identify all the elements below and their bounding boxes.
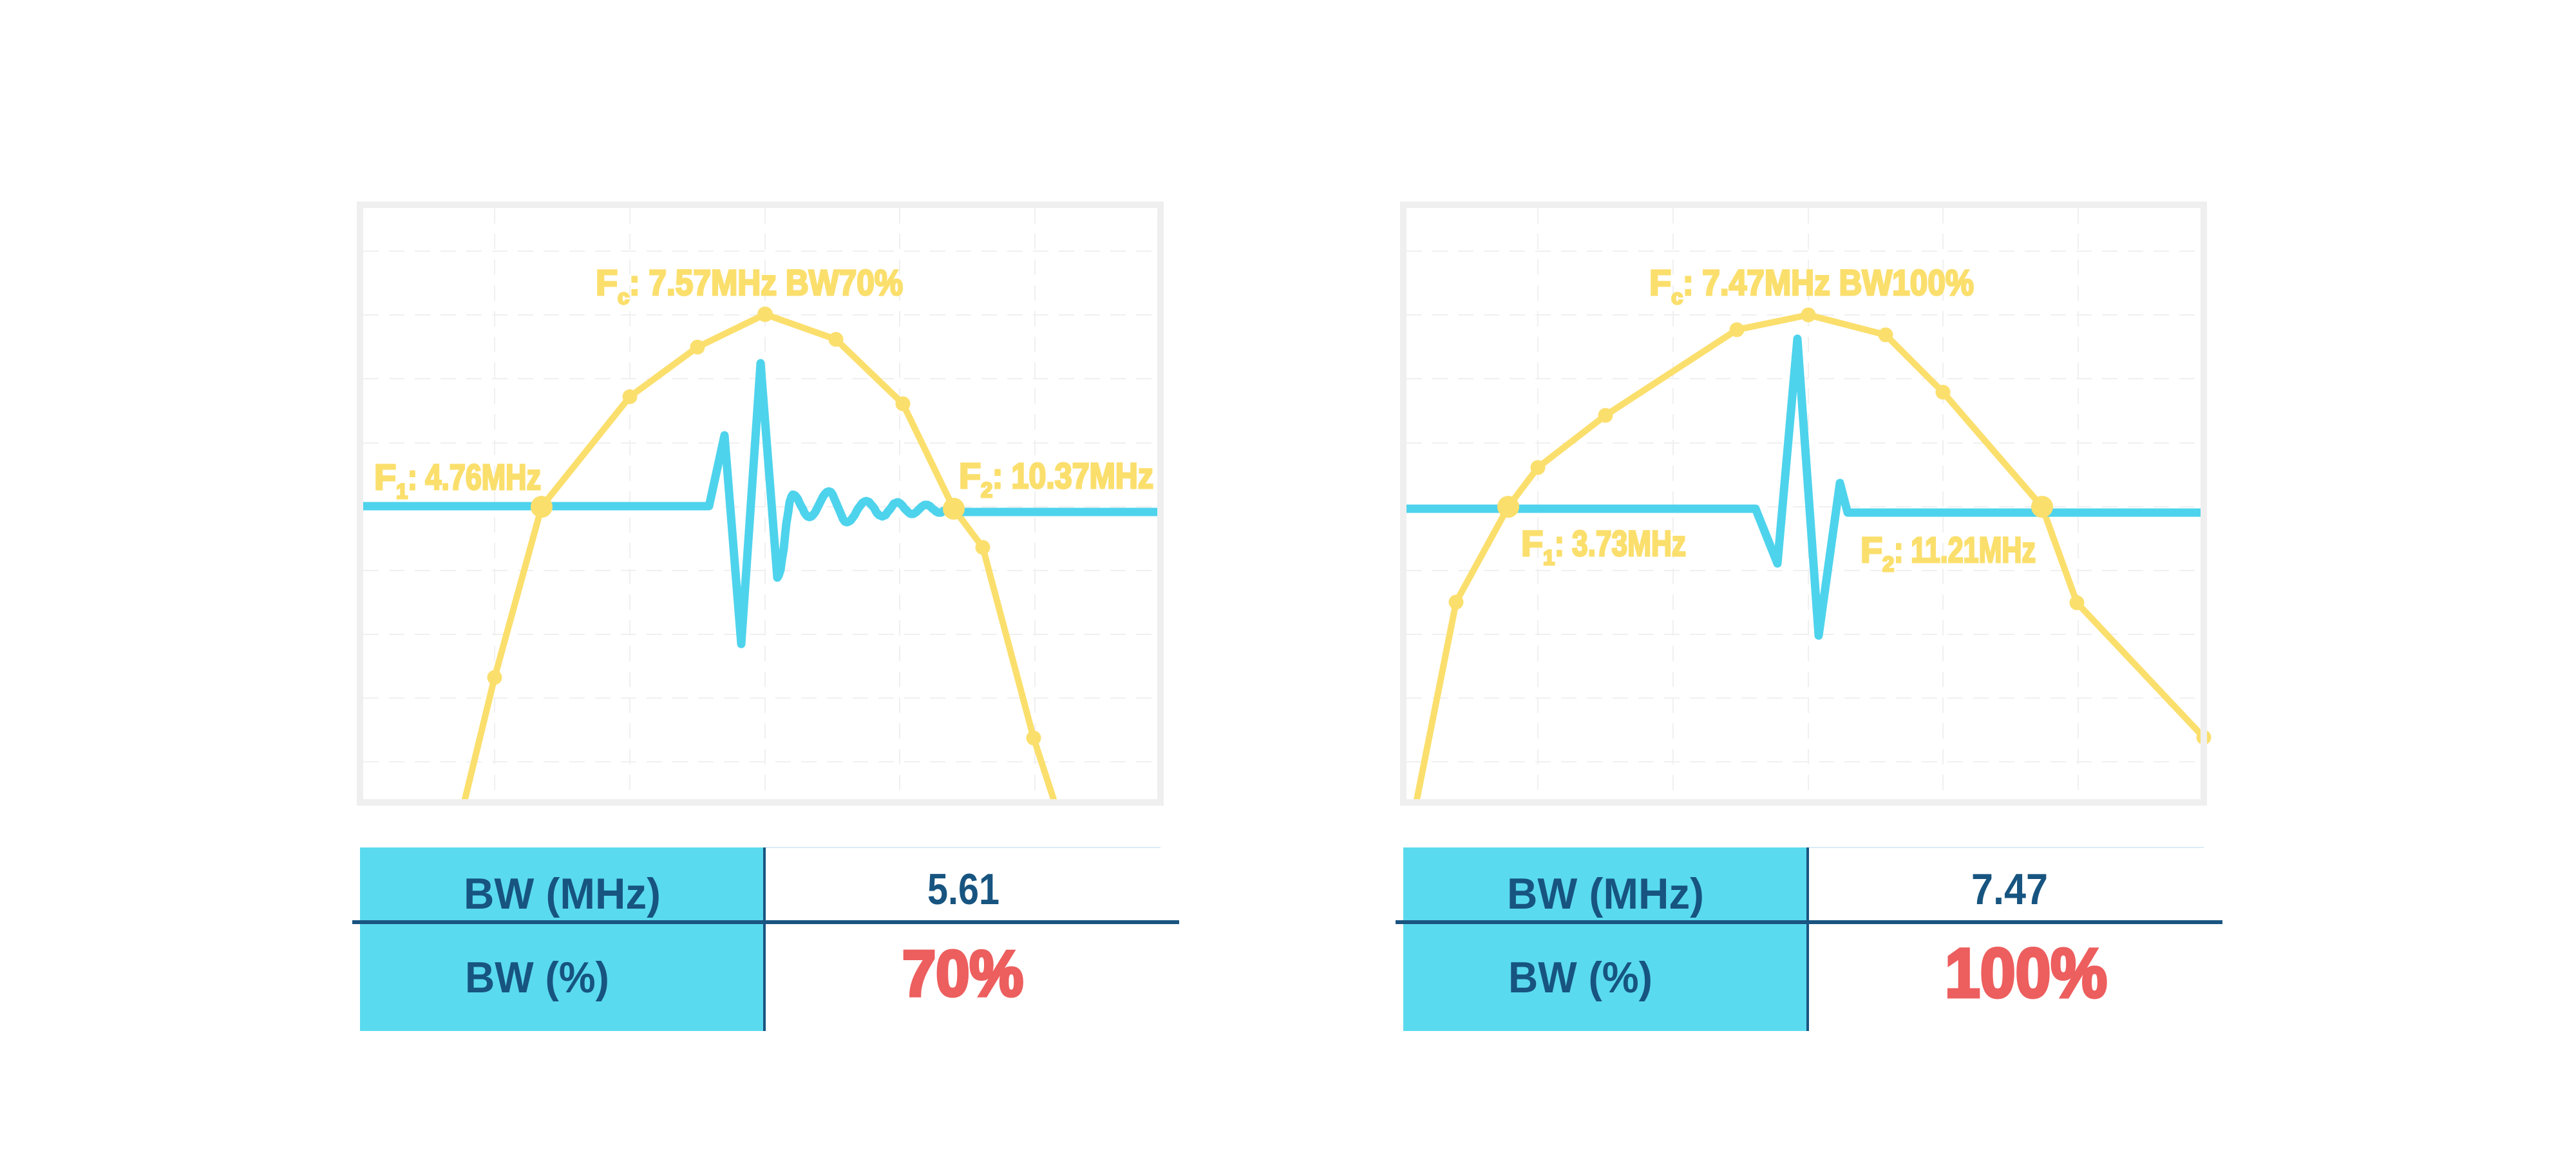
svg-text:F1: 4.76MHz: F1: 4.76MHz xyxy=(374,457,541,503)
svg-text:Fc: 7.57MHz BW70%: Fc: 7.57MHz BW70% xyxy=(596,262,903,308)
svg-text:BW (%): BW (%) xyxy=(1508,953,1653,1002)
svg-text:7.47: 7.47 xyxy=(1971,865,2048,914)
svg-text:BW (%): BW (%) xyxy=(465,953,609,1002)
svg-text:100%: 100% xyxy=(1945,934,2107,1012)
svg-text:F2: 10.37MHz: F2: 10.37MHz xyxy=(959,455,1153,502)
svg-text:F2: 11.21MHz: F2: 11.21MHz xyxy=(1861,529,2036,576)
svg-text:F1: 3.73MHz: F1: 3.73MHz xyxy=(1521,523,1686,569)
svg-text:BW (MHz): BW (MHz) xyxy=(1507,869,1704,918)
svg-text:70%: 70% xyxy=(902,938,1023,1010)
svg-text:5.61: 5.61 xyxy=(927,865,999,914)
svg-text:BW (MHz): BW (MHz) xyxy=(464,869,661,918)
svg-text:Fc: 7.47MHz BW100%: Fc: 7.47MHz BW100% xyxy=(1649,262,1974,308)
